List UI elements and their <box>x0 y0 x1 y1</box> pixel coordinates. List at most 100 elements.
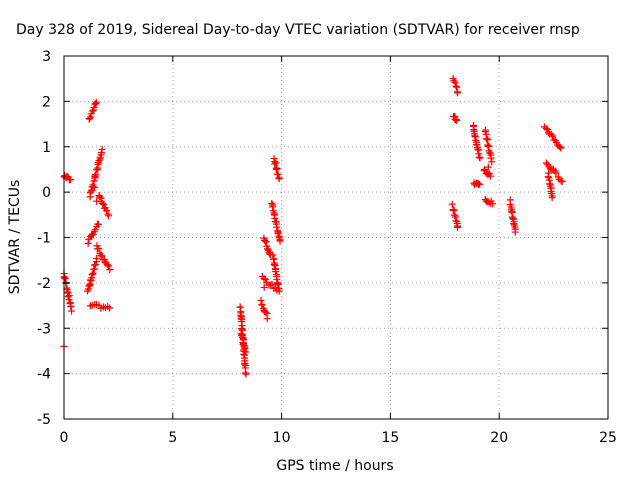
data-point <box>87 277 95 285</box>
data-point <box>454 89 462 97</box>
data-point <box>549 165 557 173</box>
data-point <box>97 149 105 157</box>
x-tick-label: 20 <box>490 430 508 446</box>
data-point <box>63 172 71 180</box>
data-point <box>548 194 556 202</box>
data-point <box>267 281 275 289</box>
data-point <box>549 132 557 140</box>
data-point <box>448 200 456 208</box>
data-point <box>489 200 497 208</box>
data-point <box>271 160 279 168</box>
data-point <box>90 184 98 192</box>
data-point <box>275 175 283 183</box>
data-point <box>542 125 550 133</box>
data-point <box>547 130 555 138</box>
data-point <box>86 302 94 310</box>
data-point <box>476 154 484 162</box>
data-point <box>84 239 92 247</box>
data-point <box>65 296 73 304</box>
data-point <box>263 245 271 253</box>
data-point <box>89 269 97 277</box>
y-axis-label: SDTVAR / TECUs <box>7 180 23 295</box>
data-point <box>95 245 103 253</box>
data-point <box>93 254 101 262</box>
data-point <box>91 226 99 234</box>
data-point <box>476 180 484 188</box>
data-point <box>552 169 560 177</box>
data-point <box>558 178 566 186</box>
data-point <box>94 220 102 228</box>
data-point <box>273 275 281 283</box>
data-point <box>273 223 281 231</box>
y-tick-label: -3 <box>37 321 51 337</box>
data-point <box>88 271 96 279</box>
data-point <box>557 144 565 152</box>
data-point <box>451 211 459 219</box>
data-point <box>67 176 75 184</box>
data-point <box>238 332 246 340</box>
y-tick-label: 2 <box>42 94 51 110</box>
data-point <box>242 348 250 356</box>
data-point <box>557 177 565 185</box>
data-point <box>487 172 495 180</box>
data-point <box>488 158 496 166</box>
data-point <box>452 82 460 90</box>
data-point <box>86 115 94 123</box>
data-point <box>87 187 95 195</box>
data-point <box>270 154 278 162</box>
grid-lines <box>64 56 608 419</box>
data-point <box>92 171 100 179</box>
y-tick-label: -1 <box>37 231 51 247</box>
data-point <box>474 145 482 153</box>
x-axis-label: GPS time / hours <box>276 458 393 474</box>
y-tick-label: 3 <box>42 49 51 65</box>
data-point <box>511 228 519 236</box>
data-point <box>475 153 483 161</box>
data-point <box>90 103 98 111</box>
data-point <box>269 251 277 259</box>
data-point <box>483 135 491 143</box>
data-point <box>274 280 282 288</box>
data-point <box>544 126 552 134</box>
data-point <box>67 302 75 310</box>
data-point <box>453 116 461 124</box>
data-point <box>89 107 97 115</box>
data-point <box>484 163 492 171</box>
data-point <box>261 275 269 283</box>
data-point <box>92 98 100 106</box>
data-point <box>99 199 107 207</box>
axis-ticks: 0 5 10 15 20 25 -5 -4 -3 -2 -1 0 1 2 3 <box>37 49 617 446</box>
data-point <box>257 296 265 304</box>
data-point <box>89 231 97 239</box>
data-point <box>61 275 69 283</box>
data-point <box>276 237 284 245</box>
data-point <box>98 252 106 260</box>
data-point <box>95 157 103 165</box>
data-points <box>60 75 566 378</box>
data-point <box>106 304 114 312</box>
data-point <box>98 145 106 153</box>
chart-title: Day 328 of 2019, Sidereal Day-to-day VTE… <box>16 22 580 38</box>
data-point <box>556 143 564 151</box>
data-point <box>542 159 550 167</box>
data-point <box>262 308 270 316</box>
data-point <box>270 261 278 269</box>
data-point <box>487 154 495 162</box>
data-point <box>268 199 276 207</box>
data-point <box>103 261 111 269</box>
data-point <box>92 100 100 108</box>
x-tick-label: 5 <box>168 430 177 446</box>
data-point <box>260 283 268 291</box>
data-point <box>509 214 517 222</box>
data-point <box>451 79 459 87</box>
y-tick-label: -4 <box>37 367 51 383</box>
x-tick-label: 0 <box>60 430 69 446</box>
data-point <box>104 262 112 270</box>
data-point <box>103 207 111 215</box>
data-point <box>236 303 244 311</box>
data-point <box>271 214 279 222</box>
data-point <box>484 141 492 149</box>
data-point <box>106 266 114 274</box>
